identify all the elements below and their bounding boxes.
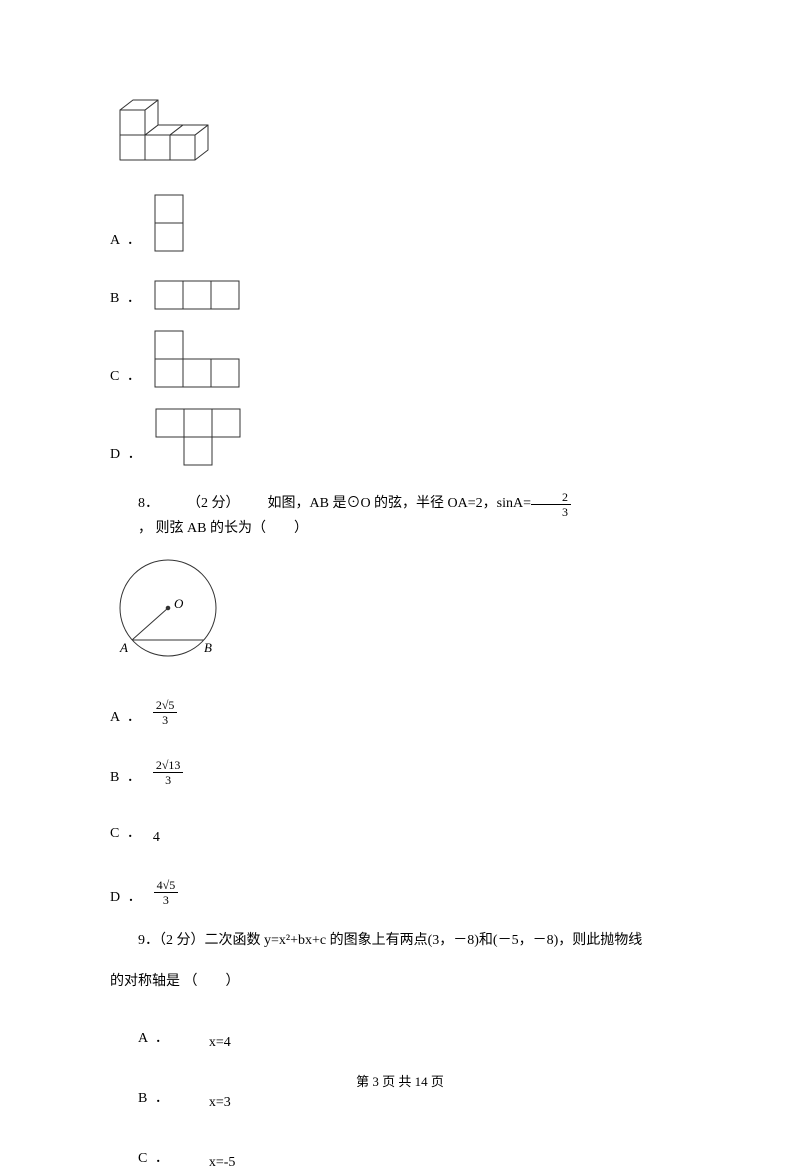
- q9-number: 9．: [138, 933, 159, 948]
- q7-optD-shape: [154, 407, 246, 467]
- q7-optB-shape: [153, 279, 245, 311]
- q9-question-l2: 的对称轴是 （ ）: [110, 971, 690, 993]
- q9-optC-text: x=-5: [181, 1155, 236, 1171]
- q8-optC-text: 4: [153, 830, 160, 846]
- q8-number: 8．: [110, 493, 159, 515]
- q8-points: （2 分）: [159, 493, 240, 515]
- q8-question: 8． （2 分） 如图，AB 是⊙O 的弦，半径 OA=2，sinA= 2 3 …: [110, 491, 690, 540]
- q7-option-c[interactable]: C ．: [110, 329, 690, 389]
- q8-optD-frac: 4√5 3: [154, 879, 179, 906]
- q9-points: （2 分）: [159, 933, 205, 948]
- q7-figure: [110, 90, 690, 175]
- q9-option-c[interactable]: C ． x=-5: [110, 1131, 690, 1171]
- svg-text:A: A: [119, 640, 128, 655]
- svg-text:O: O: [174, 596, 184, 611]
- q8-optA-frac: 2√5 3: [153, 699, 178, 726]
- q8-pre: 如图，AB 是⊙O 的弦，半径 OA=2，sinA=: [240, 493, 532, 515]
- q8-option-a[interactable]: A ． 2√5 3: [110, 686, 690, 726]
- q9-optA-text: x=4: [181, 1035, 231, 1051]
- q7-option-a[interactable]: A ．: [110, 193, 690, 253]
- q8-figure: O A B: [110, 558, 690, 668]
- q9-optB-text: x=3: [181, 1095, 231, 1111]
- q7-optC-shape: [153, 329, 245, 389]
- q8-frac: 2 3: [531, 491, 571, 518]
- page-footer: 第 3 页 共 14 页: [0, 1071, 800, 1090]
- q8-optB-frac: 2√13 3: [153, 759, 184, 786]
- q8-post: ， 则弦 AB 的长为（ ）: [110, 518, 308, 540]
- option-label: B ．: [110, 287, 143, 311]
- option-label: B ．: [110, 1087, 171, 1111]
- iso-cubes: [110, 90, 240, 175]
- option-label: D ．: [110, 886, 144, 906]
- q8-option-b[interactable]: B ． 2√13 3: [110, 746, 690, 786]
- q7-option-b[interactable]: B ．: [110, 271, 690, 311]
- q7-option-d[interactable]: D ．: [110, 407, 690, 467]
- option-label: C ．: [110, 822, 143, 846]
- option-label: C ．: [110, 1147, 171, 1171]
- svg-text:B: B: [204, 640, 212, 655]
- option-label: A ．: [110, 229, 143, 253]
- option-label: A ．: [110, 706, 143, 726]
- option-label: C ．: [110, 365, 143, 389]
- q9-question-l1: 9．（2 分）二次函数 y=x²+bx+c 的图象上有两点(3，－8)和(－5，…: [110, 930, 690, 952]
- circle-figure: O A B: [110, 558, 230, 668]
- q9-text2: 的对称轴是 （ ）: [110, 974, 240, 989]
- q7-optA-shape: [153, 193, 189, 253]
- q8-option-c[interactable]: C ． 4: [110, 806, 690, 846]
- option-label: B ．: [110, 766, 143, 786]
- q9-option-a[interactable]: A ． x=4: [110, 1011, 690, 1051]
- option-label: A ．: [110, 1027, 171, 1051]
- q9-text1: 二次函数 y=x²+bx+c 的图象上有两点(3，－8)和(－5，－8)，则此抛…: [205, 933, 643, 948]
- q8-option-d[interactable]: D ． 4√5 3: [110, 866, 690, 906]
- option-label: D ．: [110, 443, 144, 467]
